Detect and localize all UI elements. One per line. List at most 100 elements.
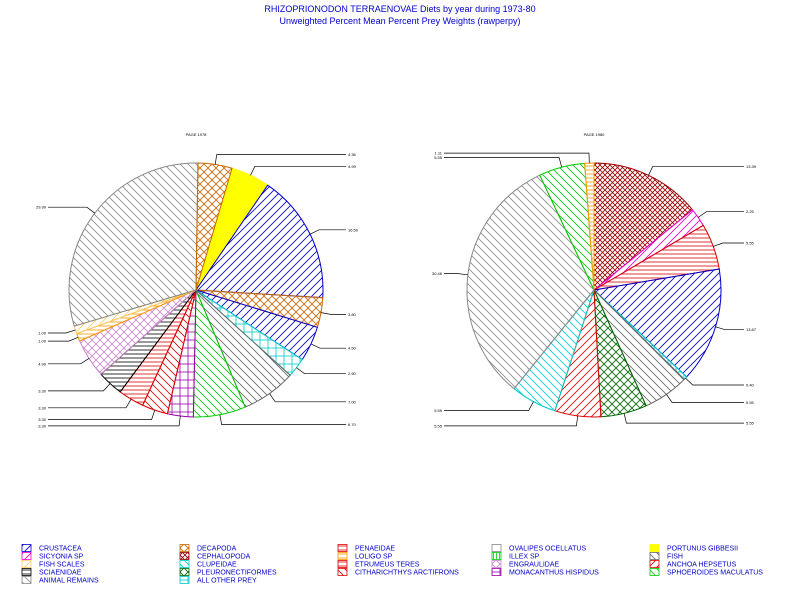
legend-label-portunus-gibbesii: PORTUNUS GIBBESII [667,546,738,553]
pie2-leader-line [666,394,744,403]
pie1-leader-line [250,165,346,176]
pie2-slice-animal-remains [466,174,595,390]
pie1-leader-line [310,343,346,349]
pie1-value-label: 1.00 [38,339,47,344]
legend-label-anchoa-hepsetus: ANCHOA HEPSETUS [667,562,737,569]
pie1-leader-line [320,312,346,315]
legend-label-cephalopoda: CEPHALOPODA [197,554,251,561]
legend: CRUSTACEA DECAPODA PENAEIDAE OVALIPES OCELL… [21,544,763,585]
pie-chart-1980: 13.39 2.25 5.55 13.87 0.40 5.55 5.55 5.55 5.55 30… [432,151,757,429]
pie1-leader-line [48,329,76,334]
pie2-leader-line [444,415,579,427]
pie2-slice-cephalopoda [593,162,694,292]
pie2-leader-line [648,165,744,176]
pie2-value-label: 13.39 [746,164,757,169]
legend-label-monacanthus-hispidus: MONACANTHUS HISPIDUS [509,570,599,577]
legend-label-crustacea: CRUSTACEA [39,546,82,553]
legend-swatch-loligo-sp [337,552,348,560]
pie2-leader-line [444,401,534,411]
pie1-leader-line [48,206,96,214]
pie1-leader-line [214,154,346,165]
legend-label-citharichthys-arctifrons: CITHARICHTHYS ARCTIFRONS [355,570,459,577]
legend-swatch-fish-scales [21,560,32,568]
legend-swatch-decapoda [179,544,190,552]
legend-swatch-clupeidae [179,560,190,568]
pie1-leader-line [219,414,346,425]
legend-swatch-crustacea [21,544,32,552]
legend-label-decapoda: DECAPODA [197,546,237,553]
pie1-value-label: 16.50 [348,227,359,232]
legend-swatch-anchoa-hepsetus [649,560,660,568]
legend-label-sciaenidae: SCIAENIDAE [39,570,82,577]
chart-title: RHIZOPRIONODON TERRAENOVAE Diets by year… [264,4,535,14]
legend-swatch-engraulidae [491,560,502,568]
legend-label-sicyonia-sp: SICYONIA SP [39,554,84,561]
legend-label-fish: FISH [667,554,683,561]
legend-swatch-sciaenidae [21,568,32,576]
pie1-value-label: 4.99 [38,361,47,366]
pie2-value-label: 5.55 [746,400,755,405]
pie1-value-label: 29.99 [36,205,47,210]
pie1-slice-animal-remains [68,162,199,327]
legend-label-etrumeus-teres: ETRUMEUS TERES [355,562,420,569]
pie2-slice-crustacea [592,268,722,378]
pie1-leader-line [296,367,346,375]
legend-label-animal-remains: ANIMAL REMAINS [39,578,99,585]
chart-subtitle: Unweighted Percent Mean Percent Prey Wei… [280,16,521,26]
legend-swatch-illex-sp [491,552,502,560]
legend-swatch-sicyonia-sp [21,552,32,560]
pie-chart-1978: 4.9916.503.804.502.507.006.703.303.303.3… [36,152,359,428]
pie1-leader-line [48,415,181,427]
legend-label-loligo-sp: LOLIGO SP [355,554,393,561]
pie2-leader-line [715,326,744,331]
legend-swatch-ovalipes-ocellatus [491,544,502,552]
pie2-leader-line [698,211,744,218]
legend-label-all-other-prey: ALL OTHER PREY [197,578,257,585]
legend-swatch-sphoeroides-maculatus [649,568,660,576]
pie2-value-label: 0.40 [746,383,755,388]
pie1-title: PAGE 1978 [186,132,208,137]
legend-swatch-etrumeus-teres [337,560,348,568]
legend-swatch-pleuronectiformes [179,568,190,576]
legend-swatch-citharichthys-arctifrons [337,568,348,576]
pie2-value-label: 2.25 [746,209,755,214]
pie1-value-label: 3.30 [38,405,47,410]
pie1-slice-crustacea [195,184,324,299]
pie2-leader-line [685,377,744,386]
legend-label-illex-sp: ILLEX SP [509,554,540,561]
pie1-value-label: 1.00 [38,331,47,336]
pie2-title: PAGE 1980 [584,132,606,137]
pie1-leader-line [48,399,132,409]
pie1-value-label: 7.00 [348,399,357,404]
pie2-value-label: 13.87 [746,327,757,332]
legend-swatch-animal-remains [21,576,32,584]
pie1-value-label: 4.36 [348,152,357,157]
legend-swatch-monacanthus-hispidus [491,568,502,576]
pie1-value-label: 6.70 [348,422,357,427]
pie1-value-label: 3.80 [348,312,357,317]
pie1-leader-line [48,409,156,420]
pie2-leader-line [444,157,563,168]
legend-swatch-all-other-prey [179,576,190,584]
pie1-value-label: 4.50 [348,346,357,351]
pie2-value-label: 5.55 [434,155,443,160]
pie1-value-label: 3.30 [38,423,47,428]
legend-label-sphoeroides-maculatus: SPHOEROIDES MACULATUS [667,570,763,577]
legend-label-clupeidae: CLUPEIDAE [197,562,237,569]
pie2-value-label: 5.55 [434,423,443,428]
legend-swatch-cephalopoda [179,552,190,560]
legend-label-ovalipes-ocellatus: OVALIPES OCELLATUS [509,546,586,553]
pie2-value-label: 5.55 [434,408,443,413]
legend-swatch-penaeidae [337,544,348,552]
pie2-value-label: 30.46 [432,271,443,276]
pie1-leader-line [48,358,90,365]
pie2-value-label: 5.55 [746,241,755,246]
pie1-value-label: 4.99 [348,164,357,169]
pie1-leader-line [48,383,111,392]
legend-label-penaeidae: PENAEIDAE [355,546,395,553]
pie1-value-label: 3.30 [38,417,47,422]
pie2-leader-line [444,152,590,164]
legend-swatch-fish [649,552,660,560]
pie1-leader-line [48,336,79,342]
